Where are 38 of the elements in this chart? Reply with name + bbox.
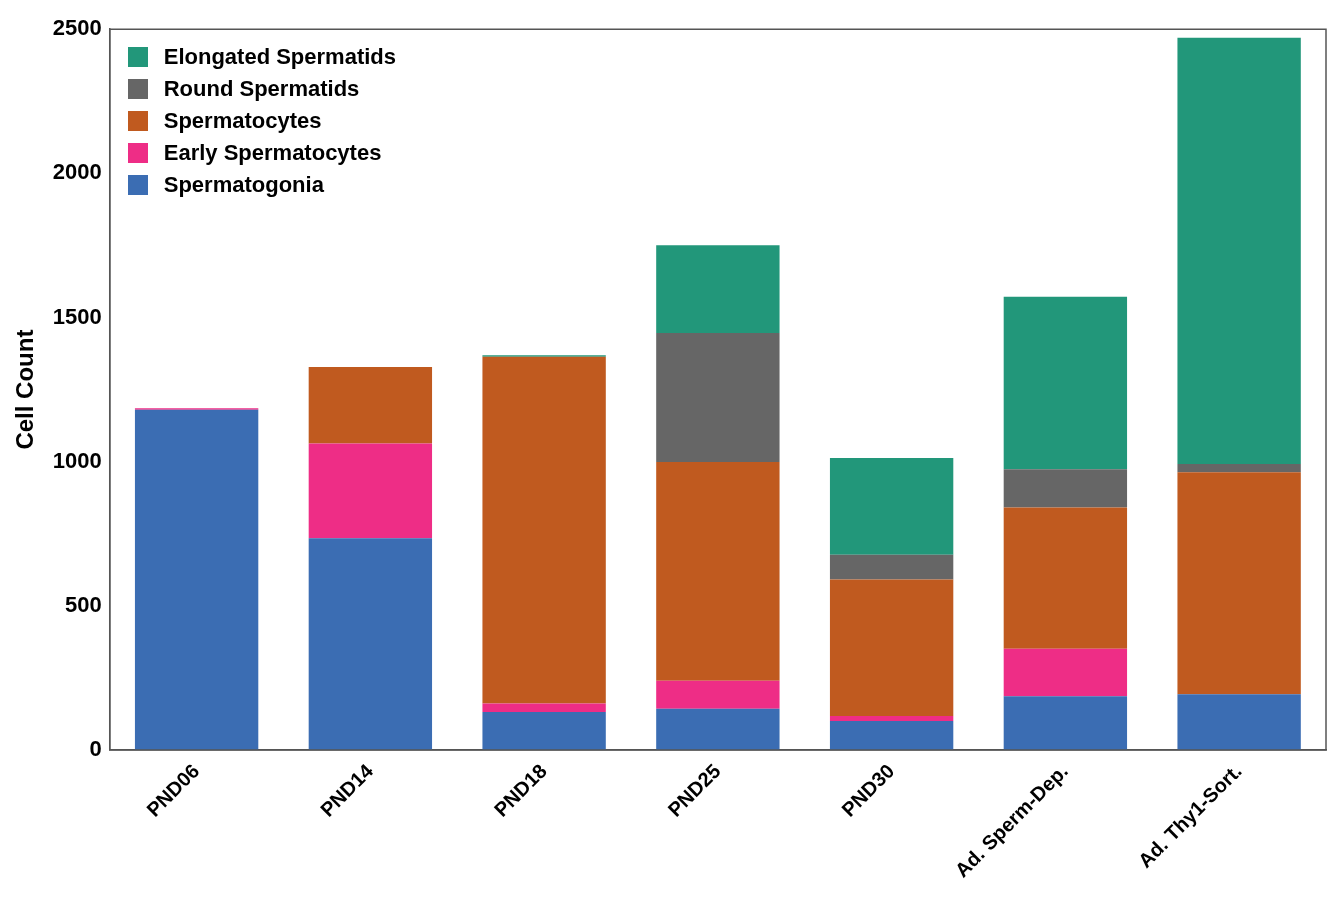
- bar: [482, 356, 606, 704]
- bar: [308, 367, 433, 444]
- bar: [1177, 463, 1301, 473]
- y-tick-label: 2000: [52, 159, 102, 185]
- bar: [829, 721, 954, 750]
- bar: [1003, 296, 1128, 470]
- y-tick-label: 1000: [52, 447, 102, 473]
- bar: [656, 461, 780, 681]
- bar: [134, 409, 259, 750]
- y-tick-label: 1500: [52, 303, 102, 329]
- legend-label: Elongated Spermatids: [163, 44, 397, 71]
- bar: [1177, 37, 1301, 464]
- bar: [656, 245, 780, 334]
- bar: [1003, 507, 1128, 649]
- y-tick-label: 0: [89, 736, 102, 762]
- bar: [1177, 472, 1301, 695]
- bar: [308, 443, 433, 539]
- legend-label: Spermatogonia: [163, 172, 324, 199]
- bar: [482, 711, 606, 750]
- bar: [656, 680, 780, 709]
- bar: [829, 554, 954, 580]
- bar: [1003, 469, 1128, 508]
- y-tick-label: 500: [65, 591, 102, 617]
- bar: [829, 457, 954, 555]
- bar: [1003, 648, 1128, 697]
- bar: [482, 703, 606, 712]
- legend-label: Early Spermatocytes: [163, 140, 382, 167]
- bar: [656, 333, 780, 462]
- legend-label: Spermatocytes: [163, 108, 322, 135]
- bar: [829, 579, 954, 716]
- bar: [829, 715, 954, 722]
- bar: [1003, 696, 1128, 750]
- bar: [1177, 694, 1301, 750]
- y-axis-title: Cell Count: [11, 329, 39, 450]
- y-tick-label: 2500: [52, 15, 102, 41]
- legend-label: Round Spermatids: [163, 76, 360, 103]
- bar: [308, 538, 433, 750]
- bar: [656, 708, 780, 750]
